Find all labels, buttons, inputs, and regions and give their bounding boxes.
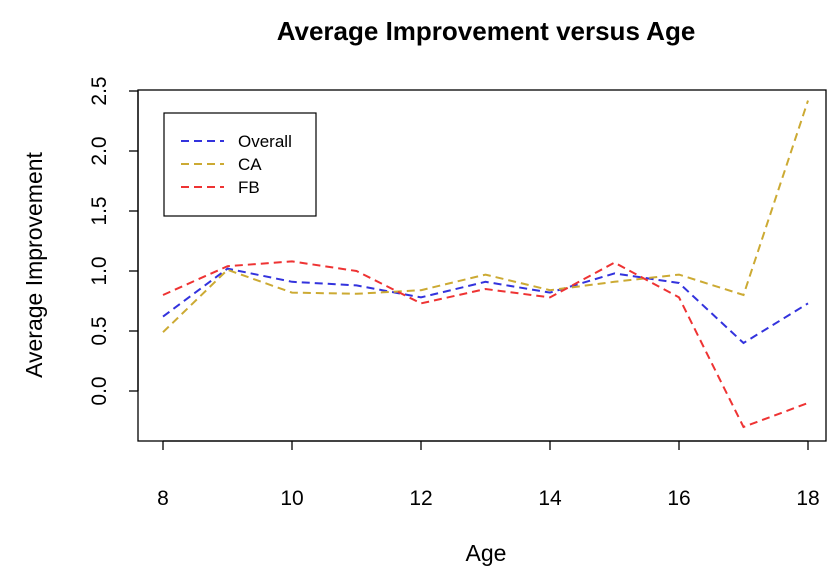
series-lines [162, 100, 809, 429]
y-tick-label: 2.0 [88, 136, 111, 165]
legend-label: CA [238, 155, 262, 174]
y-axis-label: Average Improvement [21, 151, 47, 377]
series-line-fb [162, 260, 809, 429]
legend-box [163, 112, 317, 217]
legend-label: Overall [238, 132, 292, 151]
y-tick-label: 1.0 [88, 256, 111, 285]
x-axis: 8 10 12 14 16 18 [157, 440, 820, 510]
x-axis-label: Age [466, 540, 507, 566]
x-tick-label: 16 [667, 487, 690, 510]
x-tick-label: 10 [280, 487, 303, 510]
y-tick-label: 0.0 [88, 376, 111, 405]
y-tick-label: 2.5 [88, 76, 111, 105]
x-tick-label: 8 [157, 487, 169, 510]
legend: Overall CA FB [163, 112, 317, 217]
legend-label: FB [238, 178, 260, 197]
chart-title: Average Improvement versus Age [277, 16, 696, 46]
series-line-overall [162, 267, 809, 345]
x-tick-label: 18 [796, 487, 819, 510]
x-tick-label: 12 [409, 487, 432, 510]
x-tick-label: 14 [538, 487, 562, 510]
y-tick-label: 0.5 [88, 316, 111, 345]
y-tick-label: 1.5 [88, 196, 111, 225]
y-axis: 0.0 0.5 1.0 1.5 2.0 2.5 [88, 76, 139, 406]
series-line-ca [162, 100, 809, 333]
